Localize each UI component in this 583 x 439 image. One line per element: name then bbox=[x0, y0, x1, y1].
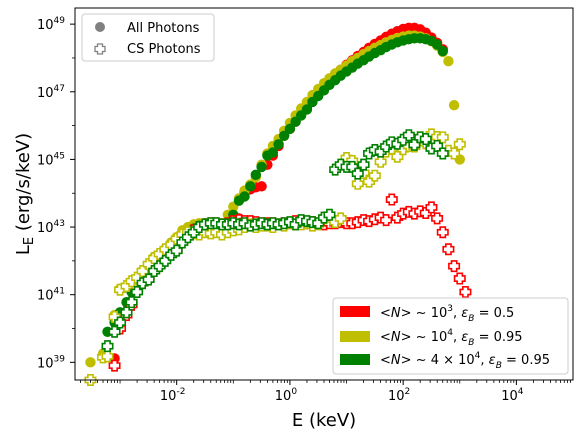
cs-photons-point bbox=[351, 167, 364, 180]
data-marks bbox=[84, 22, 472, 386]
color-legend-box bbox=[332, 297, 569, 375]
cs-photons-point bbox=[453, 138, 466, 151]
cs-photons-point bbox=[101, 350, 114, 363]
cs-photons-point bbox=[368, 169, 381, 182]
cs-photons-point bbox=[380, 214, 393, 227]
cs-photons-point bbox=[334, 212, 347, 225]
all-photons-point bbox=[443, 56, 454, 67]
x-tick-label: 100 bbox=[275, 387, 298, 404]
cs-photons-point bbox=[351, 177, 364, 190]
y-tick-label: 1049 bbox=[37, 16, 65, 33]
color-legend-swatch bbox=[340, 354, 370, 365]
cs-photons-point bbox=[101, 340, 114, 353]
cs-photons-point bbox=[125, 296, 138, 309]
marker-legend-circle-icon bbox=[95, 22, 105, 32]
cs-photons-point bbox=[459, 286, 472, 299]
y-axis: 1039 1041 1043 1045 1047 1049 bbox=[37, 16, 75, 371]
cs-photons-point bbox=[436, 226, 449, 239]
all-photons-point bbox=[301, 104, 313, 115]
marker-legend: All Photons CS Photons bbox=[81, 13, 215, 62]
x-axis: 10-2 100 102 104 bbox=[80, 380, 571, 404]
all-photons-point bbox=[85, 357, 96, 368]
color-legend-label: <N> ~ 4 × 104, εB = 0.95 bbox=[380, 351, 550, 371]
y-tick-label: 1047 bbox=[37, 84, 65, 101]
x-tick-label: 102 bbox=[388, 387, 410, 404]
cs-photons-point bbox=[436, 147, 449, 160]
all-photons-point bbox=[256, 161, 267, 173]
all-photons-point bbox=[437, 45, 448, 57]
color-legend-label: <N> ~ 103, εB = 0.5 bbox=[380, 304, 514, 324]
x-axis-title: E (keV) bbox=[292, 410, 356, 431]
cs-photons-point bbox=[323, 208, 336, 221]
cs-photons-point bbox=[374, 155, 387, 168]
all-photons-point bbox=[250, 169, 262, 181]
cs-photons-point bbox=[385, 193, 398, 206]
y-tick-label: 1041 bbox=[37, 287, 65, 304]
marker-legend-label: All Photons bbox=[127, 21, 200, 36]
cs-photons-point bbox=[448, 260, 461, 273]
cs-photons-point bbox=[431, 212, 444, 225]
all-photons-point bbox=[273, 139, 284, 150]
marker-legend-box bbox=[81, 13, 215, 62]
cs-photons-point bbox=[108, 325, 121, 338]
color-legend: <N> ~ 103, εB = 0.5 <N> ~ 104, εB = 0.95… bbox=[332, 297, 569, 375]
marker-legend-label: CS Photons bbox=[127, 42, 201, 57]
y-tick-label: 1043 bbox=[37, 219, 65, 236]
y-tick-label: 1045 bbox=[37, 151, 65, 168]
y-tick-label: 1039 bbox=[37, 354, 65, 371]
x-tick-label: 104 bbox=[501, 387, 524, 404]
cs-photons-point bbox=[120, 306, 133, 319]
cs-photons-point bbox=[108, 359, 121, 372]
all-photons-point bbox=[239, 191, 250, 202]
y-axis-title: LE (erg/s/keV) bbox=[13, 133, 37, 255]
cs-photons-point bbox=[131, 286, 144, 299]
cs-photons-point bbox=[357, 158, 370, 171]
all-photons-point bbox=[278, 130, 290, 141]
marker-legend-plus-icon bbox=[94, 43, 106, 55]
all-photons-point bbox=[284, 123, 296, 135]
x-tick-label: 10-2 bbox=[160, 387, 186, 404]
cs-photons-point bbox=[436, 131, 449, 144]
cs-photons-point bbox=[114, 316, 127, 329]
all-photons-point bbox=[256, 181, 267, 192]
cs-photons-point bbox=[448, 147, 461, 160]
all-photons-point bbox=[267, 147, 279, 158]
cs-photons-point bbox=[442, 243, 455, 256]
all-photons-point bbox=[448, 100, 460, 111]
color-legend-swatch bbox=[340, 306, 370, 317]
cs-photons-point bbox=[453, 272, 466, 285]
all-photons-point bbox=[245, 181, 256, 192]
color-legend-swatch bbox=[340, 331, 370, 342]
